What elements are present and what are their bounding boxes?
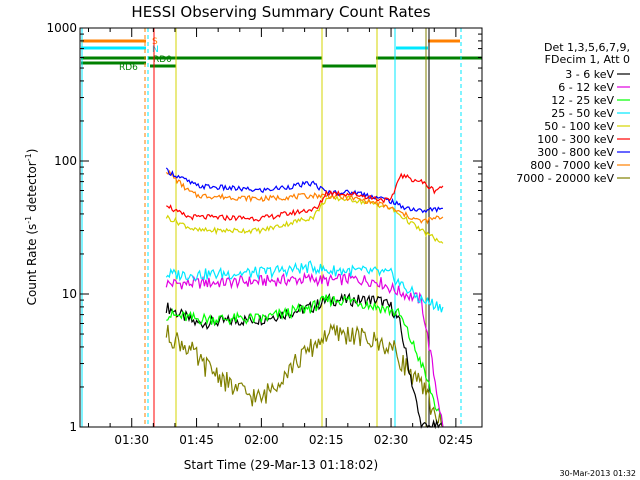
series-layer [165, 167, 444, 430]
x-tick-label-4: 02:30 [374, 433, 409, 447]
legend-label-5: 100 - 300 keV [537, 133, 614, 146]
x-tick-label-5: 02:45 [439, 433, 474, 447]
series-line-2 [166, 294, 444, 428]
legend-label-1: 6 - 12 keV [558, 81, 614, 94]
plot-frame [79, 27, 483, 428]
series-line-5 [166, 172, 444, 222]
x-axis: 01:30 01:45 02:00 02:15 02:30 02:45 [88, 28, 474, 447]
legend-label-0: 3 - 6 keV [565, 68, 614, 81]
x-tick-label-0: 01:30 [114, 433, 149, 447]
y-tick-label-1: 10 [62, 287, 77, 301]
y-axis-label-end: ) [25, 149, 39, 154]
flag-label-0: S [152, 37, 158, 47]
chart-title: HESSI Observing Summary Count Rates [131, 3, 430, 21]
legend-label-3: 25 - 50 keV [551, 107, 614, 120]
x-tick-label-2: 02:00 [244, 433, 279, 447]
series-line-8 [165, 322, 444, 428]
legend-label-6: 300 - 800 keV [537, 146, 614, 159]
flag-label-1: N [152, 45, 159, 55]
legend-label-7: 800 - 7000 keV [530, 159, 614, 172]
footer-date: 30-Mar-2013 01:32 [560, 469, 637, 478]
x-tick-label-1: 01:45 [179, 433, 214, 447]
series-line-7 [165, 169, 444, 225]
flag-label-2: RD0 [153, 55, 172, 65]
legend-header-line-2: FDecim 1, Att 0 [545, 53, 630, 66]
y-axis-label-sup2: -1 [24, 153, 33, 161]
y-axis-label: Count Rate (s-1 detector-1) [24, 149, 39, 306]
y-axis: 1 10 100 1000 [46, 21, 482, 434]
series-line-4 [165, 195, 444, 244]
y-tick-label-0: 1 [69, 420, 77, 434]
y-axis-label-main: Count Rate (s [25, 224, 39, 306]
y-axis-label-mid: detector [25, 161, 39, 216]
flag-label-3: RD6 [119, 63, 138, 73]
x-tick-label-3: 02:15 [309, 433, 344, 447]
legend-label-2: 12 - 25 keV [551, 94, 614, 107]
y-tick-label-2: 100 [54, 154, 77, 168]
boundary-lines [81, 28, 462, 427]
legend-label-8: 7000 - 20000 keV [516, 172, 614, 185]
series-line-1 [165, 271, 444, 428]
legend-header-line-1: Det 1,3,5,6,7,9, [544, 41, 630, 54]
series-line-3 [165, 260, 444, 313]
series-line-6 [165, 167, 443, 214]
y-tick-label-3: 1000 [46, 21, 77, 35]
x-axis-label: Start Time (29-Mar-13 01:18:02) [184, 458, 378, 472]
y-axis-label-sup1: -1 [24, 216, 33, 224]
legend-label-4: 50 - 100 keV [544, 120, 614, 133]
